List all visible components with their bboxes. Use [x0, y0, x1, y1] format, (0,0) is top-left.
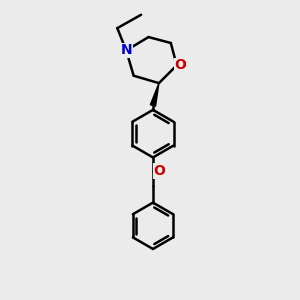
Text: O: O	[174, 58, 186, 72]
Polygon shape	[150, 83, 159, 106]
Text: O: O	[154, 164, 165, 178]
Text: N: N	[120, 44, 132, 57]
